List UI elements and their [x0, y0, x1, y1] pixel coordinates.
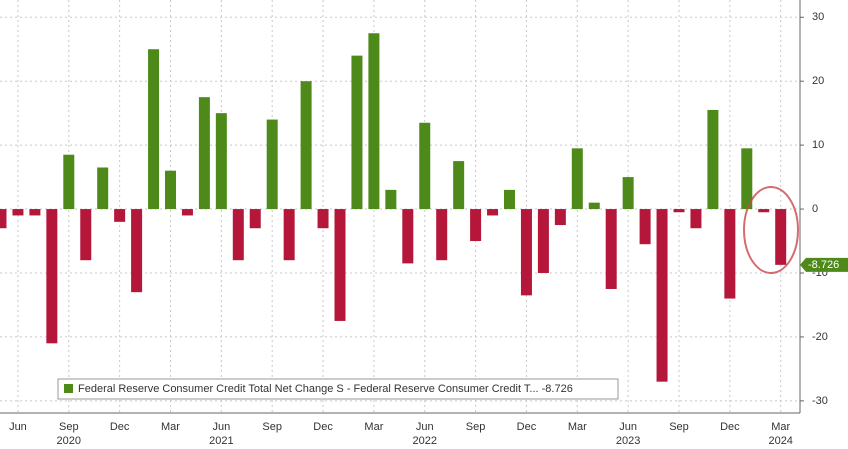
bar — [63, 154, 75, 210]
x-tick-label: Jun — [416, 421, 434, 433]
bar — [402, 209, 414, 264]
bar — [181, 209, 193, 216]
bar — [639, 209, 651, 245]
y-tick-label: 30 — [812, 11, 824, 23]
x-tick-label: Mar — [568, 421, 587, 433]
bar — [351, 55, 363, 210]
bar — [148, 49, 160, 210]
bar — [673, 209, 685, 213]
bar — [232, 209, 244, 261]
last-value-label: -8.726 — [808, 259, 839, 271]
legend-swatch — [64, 384, 73, 393]
bar — [97, 167, 109, 210]
bar — [215, 113, 227, 210]
bar — [504, 189, 515, 210]
y-tick-label: 20 — [812, 75, 824, 87]
bar — [46, 209, 58, 344]
bar — [690, 209, 702, 229]
x-tick-label: Sep — [669, 421, 689, 433]
bar — [300, 81, 312, 210]
y-tick-label: 10 — [812, 139, 824, 151]
bar — [758, 209, 770, 213]
bar — [249, 209, 261, 229]
bar — [12, 209, 24, 216]
bar — [470, 209, 482, 242]
bar — [741, 148, 753, 210]
bar — [266, 119, 278, 210]
x-tick-label: Mar — [364, 421, 383, 433]
y-tick-label: -30 — [812, 395, 828, 407]
bar — [487, 209, 499, 216]
legend: Federal Reserve Consumer Credit Total Ne… — [57, 378, 619, 400]
bar — [724, 209, 736, 299]
x-year-label: 2024 — [768, 435, 792, 447]
legend-label: Federal Reserve Consumer Credit Total Ne… — [78, 383, 573, 395]
x-tick-label: Sep — [466, 421, 486, 433]
bar — [165, 170, 176, 210]
x-tick-label: Sep — [262, 421, 282, 433]
bar — [29, 209, 41, 216]
y-tick-label: 0 — [812, 203, 818, 215]
bar — [588, 202, 600, 210]
x-tick-label: Dec — [110, 421, 130, 433]
x-tick-label: Jun — [212, 421, 230, 433]
bar — [453, 161, 465, 210]
bar — [571, 148, 583, 210]
bar — [131, 209, 143, 293]
bar — [656, 209, 668, 382]
bar — [198, 97, 210, 210]
bar — [775, 209, 787, 265]
x-year-label: 2020 — [57, 435, 81, 447]
bar — [622, 177, 634, 210]
bar — [385, 189, 397, 210]
bar — [317, 209, 329, 229]
bar — [80, 209, 92, 261]
bar — [283, 209, 295, 261]
x-tick-label: Dec — [517, 421, 537, 433]
highlight-circle — [743, 186, 799, 274]
bar — [114, 209, 126, 222]
bar — [436, 209, 448, 261]
bar — [419, 122, 431, 210]
bar — [537, 209, 549, 273]
x-tick-label: Jun — [619, 421, 637, 433]
x-year-label: 2022 — [413, 435, 437, 447]
bar — [0, 209, 7, 229]
last-value-tag — [800, 257, 848, 272]
x-tick-label: Dec — [720, 421, 740, 433]
x-tick-label: Mar — [161, 421, 180, 433]
x-tick-label: Sep — [59, 421, 79, 433]
x-tick-label: Mar — [771, 421, 790, 433]
x-tick-label: Jun — [9, 421, 27, 433]
bar — [707, 109, 719, 210]
bar — [554, 209, 566, 226]
x-tick-label: Dec — [313, 421, 333, 433]
bar — [605, 209, 617, 289]
legend-box — [57, 378, 619, 400]
bar — [334, 209, 346, 321]
bar — [368, 33, 380, 210]
y-tick-label: -20 — [812, 331, 828, 343]
bar — [520, 209, 532, 296]
x-year-label: 2021 — [209, 435, 233, 447]
x-year-label: 2023 — [616, 435, 640, 447]
